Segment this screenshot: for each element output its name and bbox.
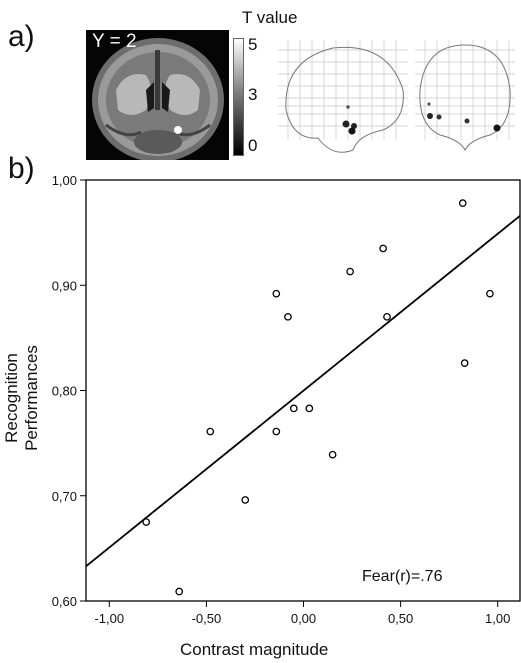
x-tick-label: 1,00 [485, 611, 510, 626]
data-point [379, 244, 387, 253]
mri-coronal-slice [86, 30, 229, 160]
data-point [460, 359, 469, 367]
regression-line [85, 215, 521, 567]
data-point [241, 496, 250, 504]
y-axis-label: Recognition Performances [2, 345, 41, 451]
data-point [272, 427, 281, 436]
data-point [346, 267, 354, 276]
glass-brain-coronal [415, 40, 515, 152]
x-tick-label: 0,50 [388, 611, 413, 626]
colorbar [233, 38, 244, 156]
glass-brain-sagittal [278, 40, 408, 153]
x-axis-label: Contrast magnitude [180, 640, 329, 659]
x-tick-label: -1,00 [94, 611, 124, 626]
data-point [289, 404, 298, 413]
data-point [272, 289, 281, 298]
panel-label-a: a) [8, 20, 35, 53]
y-tick-label: 1,00 [52, 173, 77, 188]
y-tick-label: 0,60 [52, 594, 77, 609]
y-tick-label: 0,70 [52, 489, 77, 504]
panel-label-b: b) [8, 152, 35, 185]
data-point [175, 587, 184, 596]
data-point [328, 450, 337, 459]
y-tick-label: 0,90 [52, 278, 77, 293]
activation-blob [174, 126, 182, 134]
colorbar-tick-mid: 3 [248, 85, 258, 104]
x-tick-label: -0,50 [192, 611, 222, 626]
slice-coordinate-label: Y = 2 [92, 31, 137, 52]
data-point [383, 312, 391, 321]
x-tick-label: 0,00 [291, 611, 316, 626]
data-point [206, 427, 215, 436]
data-point [305, 404, 314, 413]
data-point [284, 312, 292, 321]
data-point [142, 518, 151, 526]
colorbar-title: T value [242, 8, 298, 27]
data-point [458, 199, 467, 208]
correlation-annotation: Fear(r)=.76 [362, 568, 443, 585]
colorbar-tick-max: 5 [248, 35, 258, 54]
data-point [486, 289, 494, 298]
y-tick-label: 0,80 [52, 384, 77, 399]
colorbar-tick-min: 0 [248, 136, 258, 155]
